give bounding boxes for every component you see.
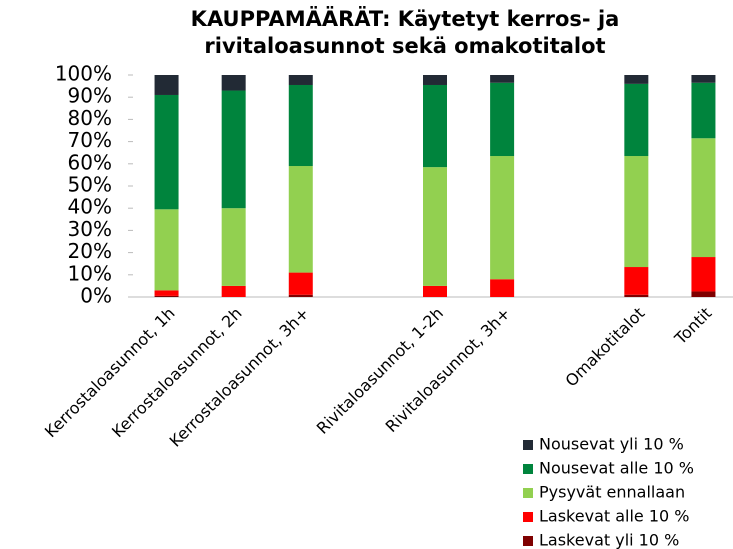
bar-segment [423, 84, 447, 168]
legend-label: Laskevat yli 10 % [539, 531, 679, 549]
bar-segment [624, 267, 649, 295]
x-tick-label: Rivitaloasunnot, 1-2h [313, 304, 447, 438]
bar-segment [221, 208, 246, 286]
y-tick-label: 10% [68, 261, 112, 285]
y-tick-label: 90% [68, 84, 112, 108]
bar-segment [221, 285, 246, 297]
y-tick-label: 20% [68, 239, 112, 263]
bar-segment [691, 291, 716, 297]
x-tick-label: Omakotitalot [562, 304, 649, 391]
bar-segment [154, 209, 179, 291]
bar-segment [624, 156, 649, 268]
x-tick-label: Kerrostaloasunnot, 3h+ [166, 304, 313, 451]
legend-label: Laskevat alle 10 % [539, 507, 690, 526]
bar-segment [490, 156, 515, 280]
bar-segment [624, 75, 649, 84]
bar-segment [221, 90, 246, 209]
y-tick-label: 100% [55, 62, 112, 86]
bar-segment [691, 138, 716, 258]
bar-segment [154, 94, 179, 210]
x-tick-label: Tontit [670, 304, 715, 349]
legend-label: Nousevat alle 10 % [539, 459, 694, 478]
bar-segment [423, 285, 447, 297]
legend-swatch [523, 464, 533, 474]
y-tick-label: 80% [68, 106, 112, 130]
y-tick-label: 60% [68, 150, 112, 174]
chart-title: KAUPPAMÄÄRÄT: Käytetyt kerros- ja rivita… [190, 7, 620, 58]
bar-segment [288, 294, 313, 297]
x-tick-label: Kerrostaloasunnot, 2h [108, 304, 246, 442]
bar-segment [288, 166, 313, 273]
y-tick-label: 0% [80, 284, 112, 308]
legend-swatch [523, 512, 533, 522]
bar-segment [490, 82, 515, 157]
y-tick-label: 30% [68, 217, 112, 241]
bar-segment [423, 167, 447, 286]
bar-segment [288, 84, 313, 167]
legend-swatch [523, 440, 533, 450]
bar-segment [624, 83, 649, 157]
bar-segment [423, 75, 447, 85]
y-tick-label: 40% [68, 195, 112, 219]
legend-label: Nousevat yli 10 % [539, 435, 684, 454]
y-tick-label: 50% [68, 173, 112, 197]
bar-segment [490, 75, 515, 83]
legend-label: Pysyvät ennallaan [539, 483, 685, 502]
bar-segment [288, 272, 313, 295]
bar-segment [691, 257, 716, 292]
bar-segment [691, 82, 716, 139]
bar-segment [288, 75, 313, 85]
x-tick-label: Kerrostaloasunnot, 1h [41, 304, 179, 442]
bar-segment [490, 279, 515, 297]
bar-segment [221, 75, 246, 91]
x-tick-label: Rivitaloasunnot, 3h+ [382, 304, 514, 436]
legend-swatch [523, 536, 533, 546]
legend-swatch [523, 488, 533, 498]
bar-segment [154, 75, 179, 95]
bar-segment [624, 294, 649, 297]
bar-segment [154, 295, 179, 297]
bar-segment [691, 75, 716, 83]
y-tick-label: 70% [68, 128, 112, 152]
bar-segment [154, 290, 179, 296]
